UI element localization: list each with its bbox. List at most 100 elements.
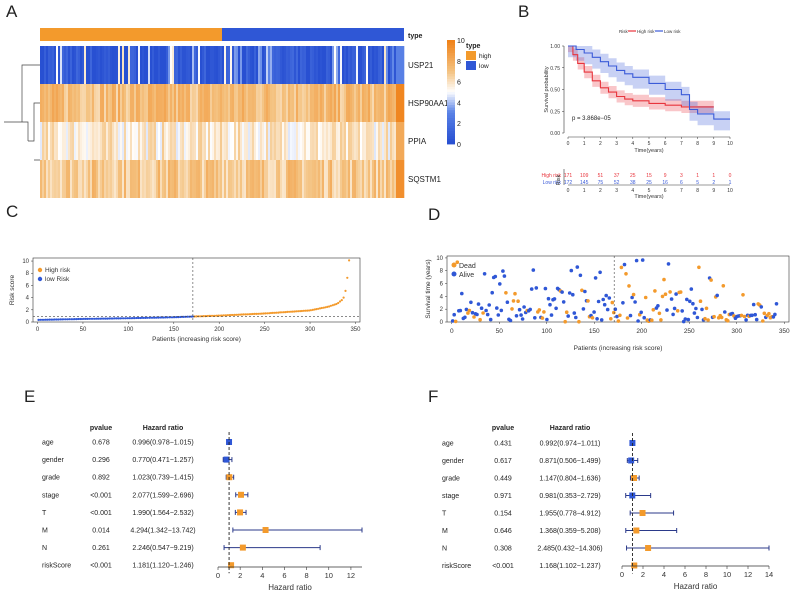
alive-point — [482, 272, 487, 276]
x-tick-label: 1 — [583, 141, 586, 147]
risk-point — [229, 313, 233, 317]
risk-point — [329, 304, 332, 307]
heatmap-cell — [156, 46, 159, 84]
heatmap-cell — [368, 122, 371, 160]
alive-point — [520, 317, 525, 321]
risk-table-tick-label: 5 — [648, 188, 651, 194]
heatmap-cell — [66, 84, 69, 122]
heatmap-cell — [238, 122, 241, 160]
heatmap-cell — [206, 46, 209, 84]
heatmap-cell — [202, 46, 205, 84]
risk-point — [231, 313, 234, 317]
heatmap-cell — [264, 160, 267, 198]
legend-key-low — [466, 61, 476, 70]
risk-point — [44, 318, 47, 321]
alive-point — [665, 308, 669, 312]
dead-point — [662, 277, 666, 282]
hr-text: 1.168(1.102−1.237) — [539, 563, 600, 570]
heatmap-cell — [240, 84, 243, 122]
alive-point — [534, 286, 539, 290]
heatmap-cell — [370, 122, 373, 160]
heatmap-cell — [122, 160, 125, 198]
heatmap-cell — [88, 122, 91, 160]
alive-point — [575, 265, 580, 269]
heatmap-cell — [238, 84, 241, 122]
heatmap-cell — [342, 122, 345, 160]
heatmap-cell — [254, 122, 257, 160]
heatmap-cell — [370, 84, 373, 122]
heatmap-cell — [320, 122, 323, 160]
heatmap-cell — [40, 160, 43, 198]
x-tick-label: 6 — [664, 141, 667, 147]
heatmap-cell — [78, 46, 81, 84]
heatmap-cell — [170, 122, 173, 160]
dead-point — [510, 307, 514, 311]
heatmap-cell — [390, 122, 393, 160]
heatmap-cell — [336, 122, 339, 160]
scale-swatch — [447, 112, 455, 116]
heatmap-cell — [402, 122, 405, 160]
heatmap-cell — [260, 160, 263, 198]
heatmap-cell — [140, 46, 143, 84]
heatmap-cell — [364, 160, 367, 198]
heatmap-cell — [288, 84, 291, 122]
heatmap-cell — [134, 84, 137, 122]
x-axis-title: Patients (increasing risk score) — [152, 336, 241, 343]
risk-point — [108, 317, 111, 320]
risk-table-count: 6 — [680, 180, 683, 186]
heatmap-cell — [264, 84, 267, 122]
heatmap-cell — [222, 84, 225, 122]
heatmap-cell — [42, 46, 45, 84]
heatmap-cell — [300, 160, 303, 198]
heatmap-cell — [378, 160, 381, 198]
alive-point — [672, 306, 677, 311]
heatmap-cell — [312, 122, 315, 160]
risk-table-count: 172 — [564, 180, 573, 186]
heatmap-cell — [74, 160, 77, 198]
x-tick-label: 8 — [305, 571, 309, 580]
heatmap-cell — [272, 46, 275, 84]
heatmap-cell — [402, 84, 405, 122]
risk-point — [335, 302, 338, 306]
heatmap-cell — [382, 46, 385, 84]
heatmap-cell — [278, 84, 281, 122]
heatmap-cell — [64, 122, 67, 160]
alive-point — [528, 307, 532, 312]
heatmap-cell — [266, 122, 269, 160]
dendrogram — [4, 64, 40, 161]
heatmap-cell — [116, 122, 119, 160]
heatmap-cell — [318, 84, 321, 122]
heatmap-cell — [136, 122, 139, 160]
risk-point — [139, 316, 142, 320]
heatmap-cell — [382, 84, 385, 122]
panel-f-forest-multivariate: pvalue Hazard ratio age 0.431 0.992(0.974−1.… — [442, 425, 773, 591]
heatmap-cell — [378, 46, 381, 84]
dead-point — [564, 310, 569, 315]
risk-point — [160, 316, 164, 319]
x-tick-label: 4 — [631, 141, 634, 147]
risk-point — [71, 318, 75, 321]
heatmap-cell — [382, 160, 385, 198]
heatmap-cell — [220, 122, 223, 160]
heatmap-cell — [278, 160, 281, 198]
heatmap-cell — [48, 122, 51, 160]
heatmap-cell — [84, 84, 87, 122]
heatmap-cell — [76, 46, 79, 84]
heatmap-cell — [222, 122, 225, 160]
alive-point — [493, 274, 498, 279]
heatmap-cell — [216, 122, 219, 160]
x-tick-label: 50 — [80, 327, 87, 333]
heatmap-cell — [166, 84, 169, 122]
heatmap-cell — [150, 122, 153, 160]
heatmap-cell — [144, 160, 147, 198]
alive-point — [754, 317, 759, 322]
heatmap-cell — [368, 46, 371, 84]
heatmap-cell — [156, 122, 159, 160]
risk-point — [333, 303, 336, 306]
risk-point — [277, 311, 280, 314]
heatmap-cell — [122, 84, 125, 122]
heatmap-cell — [352, 84, 355, 122]
heatmap-cell — [352, 122, 355, 160]
heatmap-cell — [288, 122, 291, 160]
heatmap-cell — [66, 122, 69, 160]
